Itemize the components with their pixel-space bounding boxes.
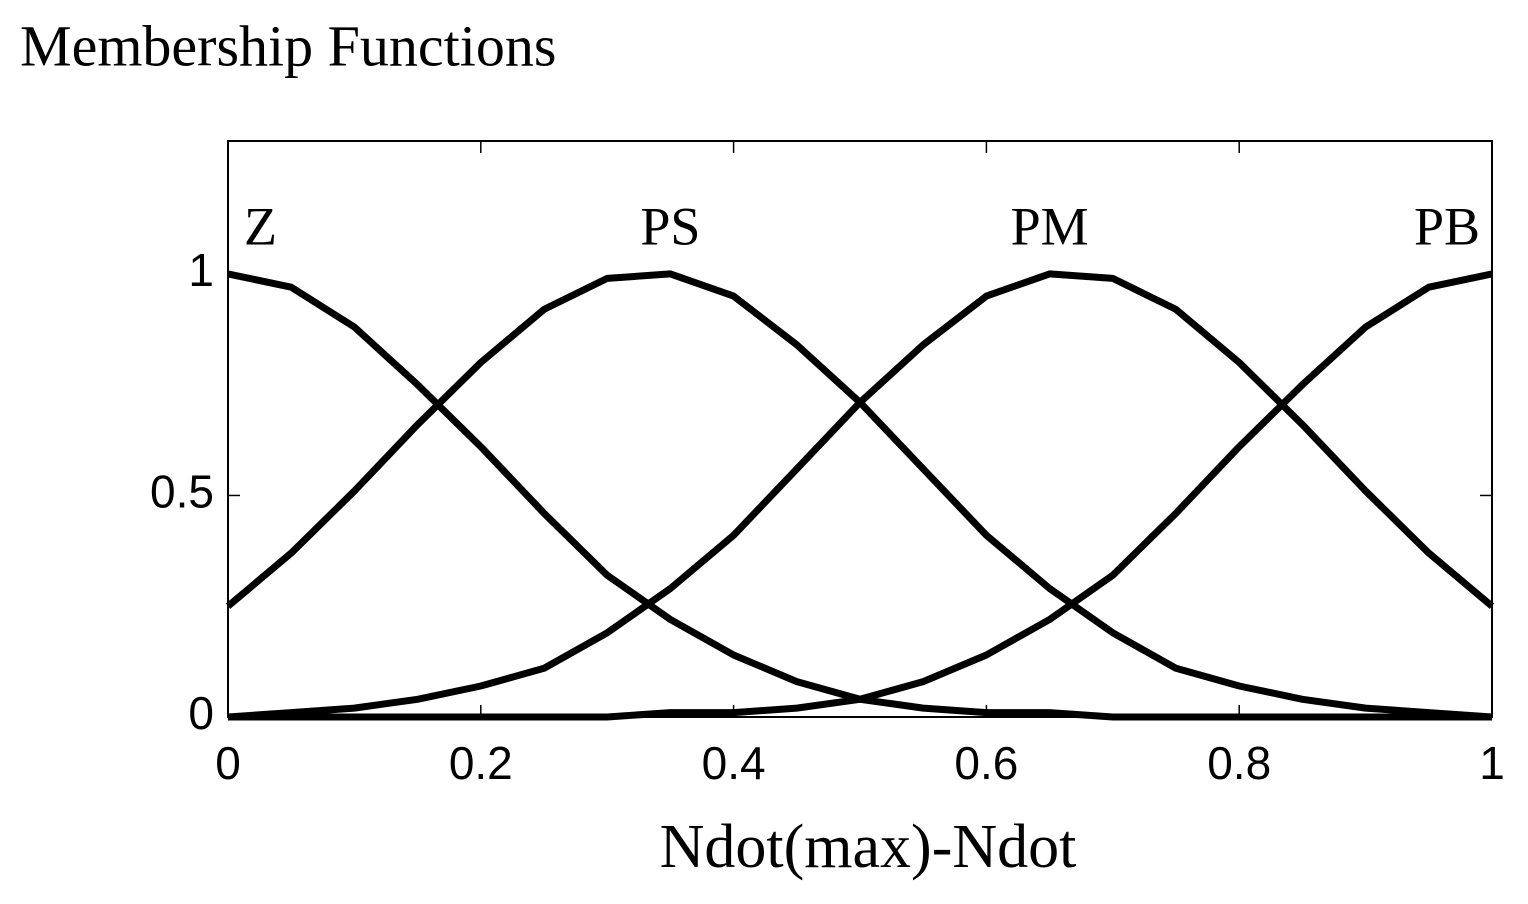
x-axis-label: Ndot(max)-Ndot [660,813,1077,881]
x-tick-label: 0.2 [449,737,513,789]
series-line [228,270,1493,721]
x-tick-label: 0 [215,737,241,789]
x-tick-label: 0.4 [702,737,766,789]
x-tick-label: 0.6 [954,737,1018,789]
series-label: PS [640,196,700,256]
y-tick-label: 1 [188,244,214,296]
y-tick-label: 0.5 [150,466,214,518]
x-tick-label: 1 [1479,737,1505,789]
x-tick-label: 0.8 [1207,737,1271,789]
series-label: PB [1414,196,1480,256]
y-tick-label: 0 [188,687,214,739]
series-line [227,270,1492,721]
series-label: Z [244,196,277,256]
plot-frame [227,140,1493,718]
series-line [225,270,1493,721]
series-line [227,270,1495,721]
series-label: PM [1011,196,1089,256]
chart-title: Membership Functions [20,13,556,78]
